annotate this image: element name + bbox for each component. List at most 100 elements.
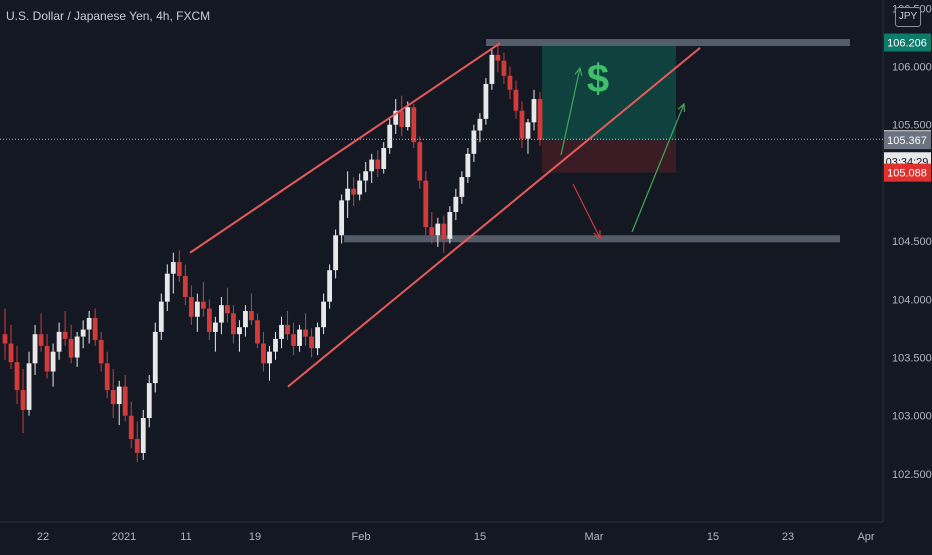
candle-body <box>231 313 236 335</box>
candle-body <box>447 212 453 239</box>
candle-body <box>297 329 302 346</box>
price-badge-gray: 105.367 <box>884 131 931 150</box>
price-tick-label: 103.500 <box>892 353 932 365</box>
candle-body <box>399 110 405 128</box>
candle <box>471 124 477 162</box>
candle-body <box>357 180 363 195</box>
badge-background <box>884 33 931 52</box>
candle <box>38 313 44 352</box>
candle-body <box>495 54 501 61</box>
candle <box>363 161 369 193</box>
candle <box>495 40 501 73</box>
candle-body <box>86 317 92 330</box>
candle <box>255 313 260 349</box>
candle-body <box>267 351 272 364</box>
time-tick-label: 23 <box>782 531 794 543</box>
candle-body <box>122 386 128 416</box>
time-tick-label: Apr <box>857 531 874 543</box>
candle-body <box>14 362 20 391</box>
candle <box>116 380 122 426</box>
candle-body <box>465 153 471 178</box>
candle-body <box>225 305 230 314</box>
candle <box>393 99 399 135</box>
channel-lower-line <box>287 47 701 388</box>
candle <box>249 293 254 325</box>
candle <box>200 281 206 317</box>
resistance-zone <box>486 39 850 47</box>
time-tick-label: 2021 <box>112 531 136 543</box>
candle-body <box>212 322 218 332</box>
candle <box>164 264 170 311</box>
candle-body <box>110 390 116 405</box>
candle-body <box>98 340 104 364</box>
price-tick-label: 105.500 <box>892 120 932 132</box>
candle-body <box>411 107 417 143</box>
badge-background <box>884 163 931 182</box>
candle-body <box>453 196 459 212</box>
candle <box>447 206 453 244</box>
candle-body <box>92 317 98 341</box>
candle <box>219 296 224 335</box>
candle-body <box>441 223 447 239</box>
candle <box>315 322 320 356</box>
arrow-head <box>574 66 583 76</box>
candle-body <box>80 329 86 337</box>
time-tick-label: 22 <box>37 531 49 543</box>
candle-body <box>68 338 74 358</box>
up-arrow-2 <box>631 102 686 233</box>
dollar-sign-annotation: $ <box>587 57 609 101</box>
candle-body <box>146 383 152 419</box>
candle-body <box>459 177 465 197</box>
candle <box>267 345 272 381</box>
candle-body <box>435 223 441 236</box>
candle-body <box>303 329 308 337</box>
candle <box>206 299 212 341</box>
arrow-head <box>677 102 686 113</box>
candle <box>537 92 543 146</box>
candle <box>381 142 387 174</box>
candle <box>8 324 14 370</box>
price-tick-label: 103.000 <box>892 411 932 423</box>
arrow-shaft <box>560 67 581 156</box>
currency-badge[interactable]: JPY <box>895 7 921 27</box>
candle <box>441 215 447 253</box>
candle <box>188 285 194 325</box>
candle <box>62 310 68 346</box>
candle <box>309 328 314 358</box>
candle-body <box>38 334 44 346</box>
candle <box>369 153 375 183</box>
candle-body <box>134 438 140 453</box>
candle <box>513 80 519 119</box>
price-badge-target: 106.206 <box>884 33 931 52</box>
candle <box>459 171 465 204</box>
candle <box>297 324 302 352</box>
down-arrow <box>572 183 601 240</box>
candle-body <box>285 324 290 335</box>
candle <box>14 345 20 405</box>
candle-body <box>237 327 242 335</box>
candle-body <box>405 107 411 128</box>
candle-body <box>315 327 320 349</box>
candle-body <box>152 331 158 384</box>
candle <box>411 103 417 148</box>
candle <box>375 150 381 178</box>
candle-body <box>339 200 345 236</box>
candle-body <box>537 99 543 140</box>
candle-body <box>501 60 507 76</box>
candle <box>92 308 98 346</box>
candle-body <box>291 334 296 346</box>
candle-body <box>255 320 260 344</box>
candle-body <box>327 270 333 302</box>
candle <box>32 324 38 375</box>
candle <box>501 52 507 84</box>
badge-label: 105.088 <box>887 168 927 180</box>
candle-body <box>333 235 339 271</box>
candle <box>68 324 74 364</box>
candle <box>212 316 218 352</box>
candle-body <box>321 301 326 328</box>
candle <box>182 264 188 306</box>
candle <box>423 171 429 236</box>
candle-body <box>507 75 513 90</box>
candle <box>140 409 146 460</box>
candle-body <box>249 310 254 321</box>
